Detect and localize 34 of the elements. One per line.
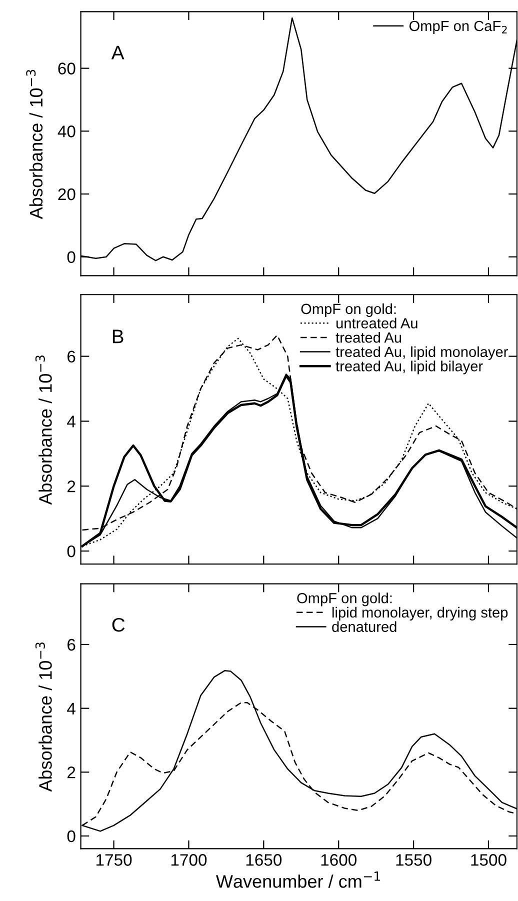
x-tick-label: 1500 <box>471 854 506 866</box>
y-tick-label: 2 <box>68 480 76 492</box>
legend-label: OmpF on CaF$_{2}$ <box>409 20 507 34</box>
y-tick-label: 2 <box>68 766 76 778</box>
legend-label: denatured <box>332 621 396 632</box>
y-tick-label: 6 <box>68 350 76 362</box>
y-tick-label: 4 <box>67 702 76 714</box>
y-tick-label: 20 <box>58 188 76 200</box>
legend-label: lipid monolayer, drying step <box>332 606 508 621</box>
annotation: A <box>111 46 124 60</box>
legend-label: untreated Au <box>336 318 418 328</box>
legend-label: treated Au <box>336 332 402 343</box>
y-axis-title: Absorbance / 10$^{−3}$ <box>35 642 52 792</box>
x-tick-label: 1600 <box>321 854 356 866</box>
y-tick-label: 40 <box>58 126 76 138</box>
x-tick-label: 1550 <box>396 854 432 866</box>
x-axis-title: Wavenumber / cm$^{−1}$ <box>216 872 380 888</box>
legend-title: OmpF on gold: <box>297 592 392 606</box>
y-axis-title: Absorbance / 10$^{−3}$ <box>35 356 52 505</box>
legend-label: treated Au, lipid monolayer <box>336 346 508 360</box>
y-tick-label: 6 <box>68 638 76 651</box>
y-tick-label: 0 <box>67 251 76 264</box>
y-axis-title: Absorbance / 10$^{−3}$ <box>26 70 43 220</box>
x-tick-label: 1650 <box>246 854 282 866</box>
legend-title: OmpF on gold: <box>301 303 396 317</box>
x-tick-label: 1700 <box>171 854 207 866</box>
annotation: B <box>112 330 124 344</box>
annotation: C <box>112 618 125 632</box>
y-tick-label: 4 <box>67 416 76 428</box>
y-tick-label: 60 <box>58 62 76 74</box>
y-tick-label: 0 <box>67 830 76 842</box>
y-tick-label: 0 <box>67 545 76 558</box>
x-tick-label: 1750 <box>96 854 132 866</box>
legend-label: treated Au, lipid bilayer <box>336 360 483 374</box>
